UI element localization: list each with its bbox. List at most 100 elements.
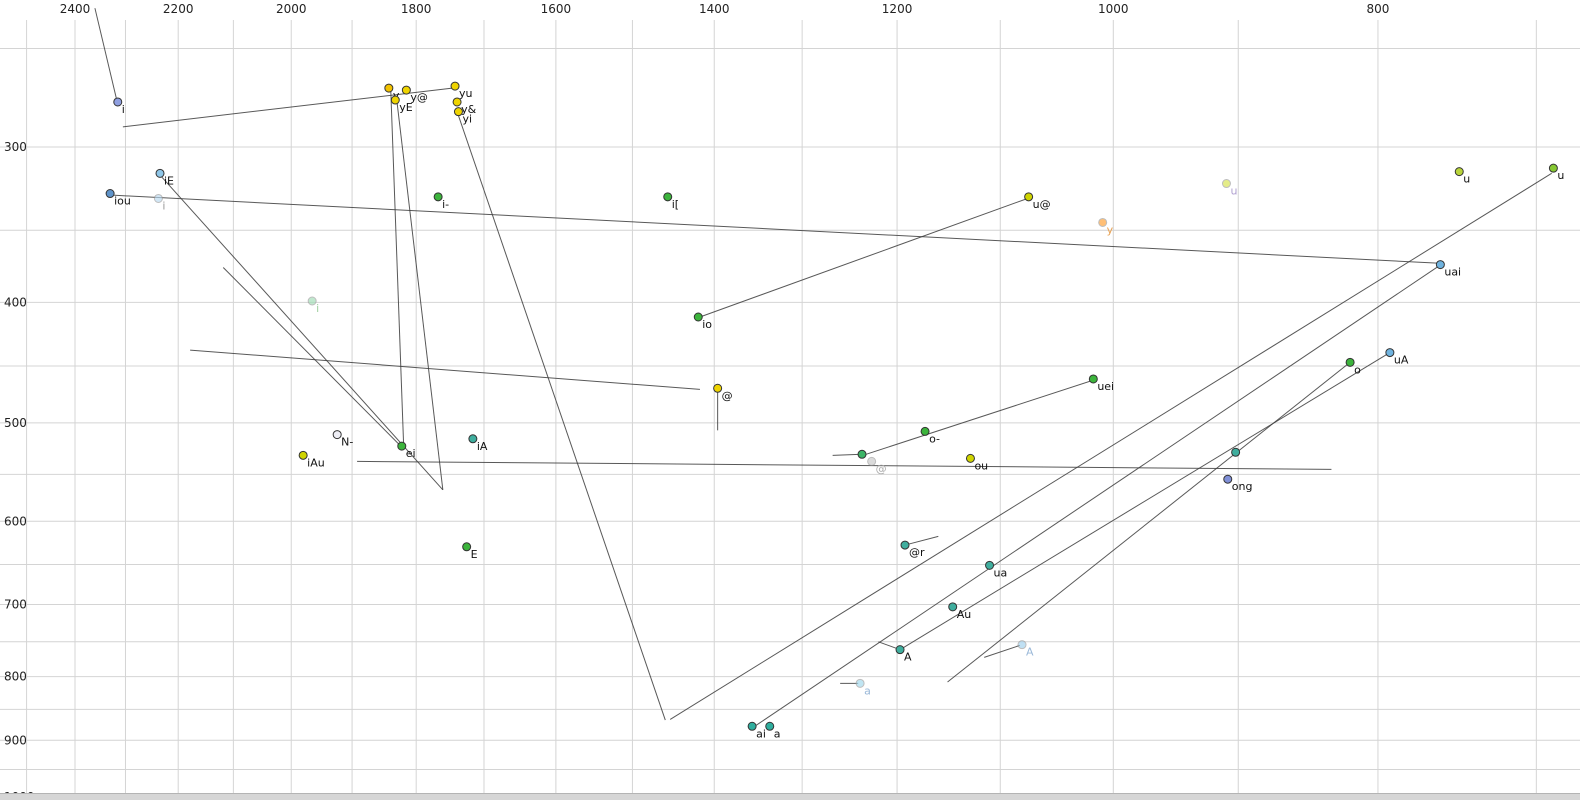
data-point-y& [452, 97, 462, 107]
point-label: yu [459, 87, 472, 100]
trajectory-line [94, 8, 118, 101]
data-point-io [693, 312, 703, 322]
data-point-iou [105, 189, 115, 199]
point-label: u [1463, 173, 1470, 186]
data-point-unlabeled [857, 449, 867, 459]
point-label: @ [722, 389, 733, 402]
trajectory-line [112, 194, 1438, 264]
data-point-iAu [298, 450, 308, 460]
trajectory-line [122, 87, 453, 128]
data-point-uA [1385, 348, 1395, 358]
point-label: y [1107, 223, 1114, 236]
trajectory-line [190, 349, 700, 390]
data-point-ou [965, 453, 975, 463]
data-point-u [1548, 163, 1558, 173]
point-label: A [904, 651, 912, 664]
trajectory-line [699, 197, 1028, 318]
point-label: @r [909, 546, 925, 559]
y-tick-label: 900 [4, 733, 27, 747]
data-point-@r [900, 540, 910, 550]
trajectory-line [862, 379, 1094, 456]
trajectory-line [357, 460, 1332, 470]
data-point-A [895, 645, 905, 655]
data-point-y@ [401, 85, 411, 95]
data-point-yE [390, 95, 400, 105]
data-point-N- [332, 430, 342, 440]
point-label: uai [1444, 266, 1461, 279]
trajectory-line [457, 113, 666, 721]
trajectory-line [947, 360, 1352, 683]
data-point-Au [948, 602, 958, 612]
data-point-u [1221, 179, 1231, 189]
point-label: i [122, 103, 125, 116]
trajectory-line [878, 641, 899, 650]
data-point-y [384, 83, 394, 93]
data-point-i- [433, 192, 443, 202]
data-point-unlabeled [1231, 447, 1241, 457]
data-point-iA [468, 434, 478, 444]
point-label: E [471, 548, 478, 561]
point-label: o [1354, 363, 1361, 376]
point-label: iou [114, 195, 131, 208]
point-label: A [1026, 646, 1034, 659]
point-label: Au [957, 608, 972, 621]
data-point-ong [1223, 474, 1233, 484]
data-point-i [153, 193, 163, 203]
point-label: y [393, 89, 400, 102]
data-point-o- [920, 426, 930, 436]
point-label: a [774, 727, 781, 740]
trajectory-line [984, 644, 1020, 658]
point-label: uei [1097, 380, 1114, 393]
point-label: u [1230, 185, 1237, 198]
x-tick-label: 2200 [163, 2, 194, 16]
point-label: iA [477, 440, 488, 453]
point-label: ai [756, 727, 766, 740]
data-point-y [1098, 217, 1108, 227]
y-tick-label: 700 [4, 598, 27, 612]
point-label: yi [462, 113, 472, 126]
data-point-E [462, 542, 472, 552]
point-label: io [702, 318, 712, 331]
point-label: @ [876, 462, 887, 475]
point-label: ua [994, 566, 1008, 579]
x-tick-label: 1800 [401, 2, 432, 16]
x-tick-label: 2400 [60, 2, 91, 16]
y-tick-label: 300 [4, 140, 27, 154]
y-tick-label: 600 [4, 514, 27, 528]
trajectory-line [222, 267, 403, 448]
data-point-ei [397, 441, 407, 451]
data-point-i [113, 97, 123, 107]
data-point-yu [450, 81, 460, 91]
data-point-@ [713, 383, 723, 393]
trajectory-line [159, 174, 444, 491]
x-tick-label: 1400 [699, 2, 730, 16]
point-label: o- [929, 432, 940, 445]
trajectory-line [669, 172, 1552, 720]
point-label: iAu [307, 456, 325, 469]
horizontal-scrollbar[interactable] [0, 793, 1580, 800]
data-point-a [765, 721, 775, 731]
point-label: y@ [410, 91, 428, 104]
data-point-u [1454, 167, 1464, 177]
point-label: iE [164, 174, 174, 187]
point-label: yE [399, 101, 413, 114]
x-tick-label: 1200 [882, 2, 913, 16]
data-point-A [1017, 640, 1027, 650]
data-point-yi [453, 107, 463, 117]
x-tick-label: 800 [1367, 2, 1390, 16]
point-label: ong [1232, 480, 1253, 493]
y-tick-label: 400 [4, 295, 27, 309]
point-label: u [1557, 169, 1564, 182]
trajectory-line [832, 453, 863, 456]
point-label: i [162, 199, 165, 212]
data-point-uei [1088, 374, 1098, 384]
point-label: uA [1394, 354, 1409, 367]
point-label: N- [341, 436, 353, 449]
point-label: a [864, 684, 871, 697]
point-label: i [316, 302, 319, 315]
trajectory-line [396, 103, 444, 490]
y-tick-label: 800 [4, 670, 27, 684]
y-tick-label: 500 [4, 416, 27, 430]
